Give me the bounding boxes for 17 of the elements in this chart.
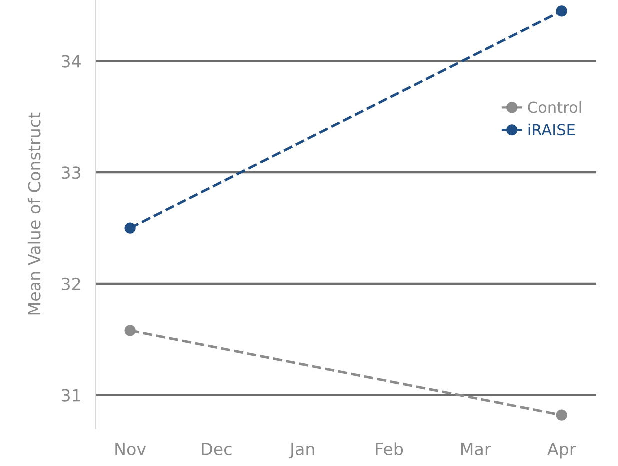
point (556, 410, 568, 421)
x-tick-label: Jan (289, 443, 314, 459)
y-tick-label: 33 (62, 166, 81, 180)
y-tick-label: 31 (62, 389, 80, 402)
legend-label: Control (528, 101, 582, 114)
x-tick-label: Apr (548, 443, 576, 459)
x-tick-label: Mar (461, 443, 492, 456)
x-tick-label: Dec (202, 443, 232, 456)
y-tick-label: 32 (62, 278, 80, 291)
y-axis-title: Mean Value of Construct (28, 112, 41, 315)
legend-label: iRAISE (528, 124, 575, 136)
point (556, 6, 568, 17)
y-tick-label: 34 (62, 55, 81, 68)
x-tick-label: Nov (116, 443, 146, 456)
point (124, 325, 136, 336)
x-tick-label: Feb (376, 442, 404, 456)
point (124, 222, 136, 234)
